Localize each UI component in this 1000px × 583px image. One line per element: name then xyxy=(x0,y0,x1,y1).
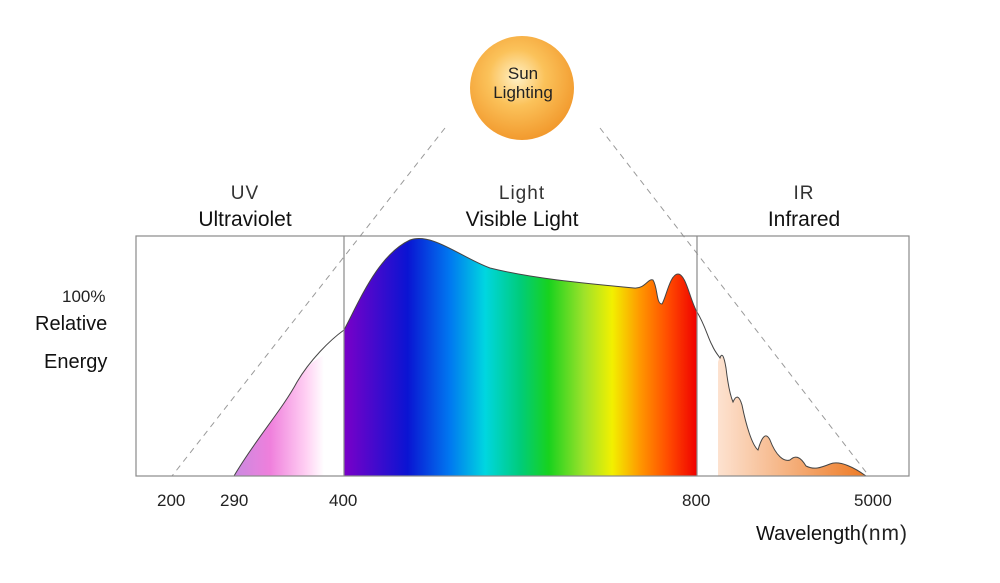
x-tick-200: 200 xyxy=(157,491,186,510)
x-tick-800: 800 xyxy=(682,491,711,510)
sun-label-line2: Lighting xyxy=(493,83,553,102)
light-full-label: Visible Light xyxy=(465,208,579,231)
uv-area xyxy=(234,355,324,476)
cone-line-right xyxy=(599,127,870,477)
ir-area xyxy=(718,356,866,476)
ir-full-label: Infrared xyxy=(767,208,841,231)
sun-label: Sun Lighting xyxy=(472,64,574,102)
cone-line-left xyxy=(171,127,446,477)
y-label-line1: Relative xyxy=(35,313,108,335)
x-axis-title: Wavelength(nm) xyxy=(756,522,908,546)
x-axis-title-text: Wavelength xyxy=(756,523,861,545)
sun-icon xyxy=(470,36,574,140)
x-tick-5000: 5000 xyxy=(854,491,892,510)
sun-label-line1: Sun xyxy=(507,64,539,83)
y-top-label: 100% xyxy=(62,287,106,306)
x-tick-290: 290 xyxy=(220,491,249,510)
ir-short-label: IR xyxy=(793,183,815,204)
uv-full-label: Ultraviolet xyxy=(198,208,292,231)
uv-short-label: UV xyxy=(230,183,260,204)
light-short-label: Light xyxy=(498,183,546,204)
y-label-line2: Energy xyxy=(44,351,108,373)
spectrum-curve xyxy=(233,238,867,477)
x-axis-unit: (nm) xyxy=(860,522,909,545)
chart-frame xyxy=(135,235,910,477)
x-tick-400: 400 xyxy=(329,491,358,510)
visible-area xyxy=(344,238,697,476)
